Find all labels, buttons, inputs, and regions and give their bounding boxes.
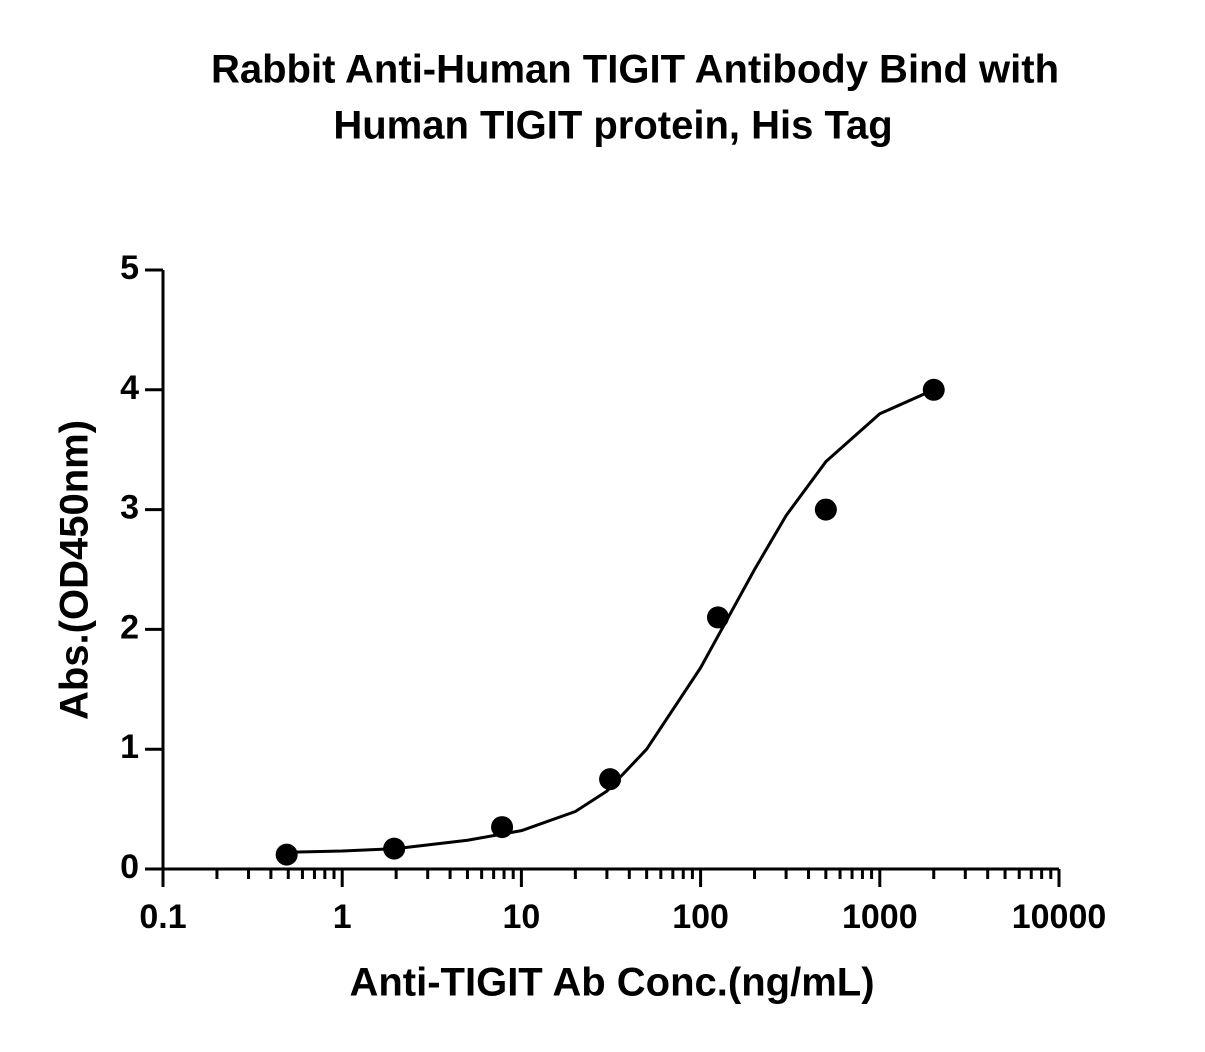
data-point (814, 498, 837, 521)
x-tick-label: 100 (672, 898, 729, 936)
x-tick-label: 10000 (1012, 898, 1107, 936)
data-point (706, 606, 729, 629)
y-tick-label: 5 (120, 249, 139, 287)
x-tick-label: 10 (502, 898, 540, 936)
x-tick-label: 0.1 (139, 898, 186, 936)
x-axis-label: Anti-TIGIT Ab Conc.(ng/mL) (349, 961, 874, 1005)
y-axis-label: Abs.(OD450nm) (53, 420, 97, 720)
data-point (599, 768, 622, 791)
chart-title: Human TIGIT protein, His Tag (333, 104, 892, 148)
y-tick-label: 4 (120, 369, 139, 407)
chart-title: Rabbit Anti-Human TIGIT Antibody Bind wi… (211, 48, 1059, 92)
x-tick-label: 1000 (842, 898, 918, 936)
fit-curve (288, 388, 935, 854)
y-tick-label: 0 (120, 848, 139, 886)
x-tick-label: 1 (333, 898, 352, 936)
y-tick-label: 1 (120, 728, 139, 766)
y-tick-label: 2 (120, 608, 139, 646)
y-tick-label: 3 (120, 489, 139, 527)
data-point (275, 843, 298, 866)
